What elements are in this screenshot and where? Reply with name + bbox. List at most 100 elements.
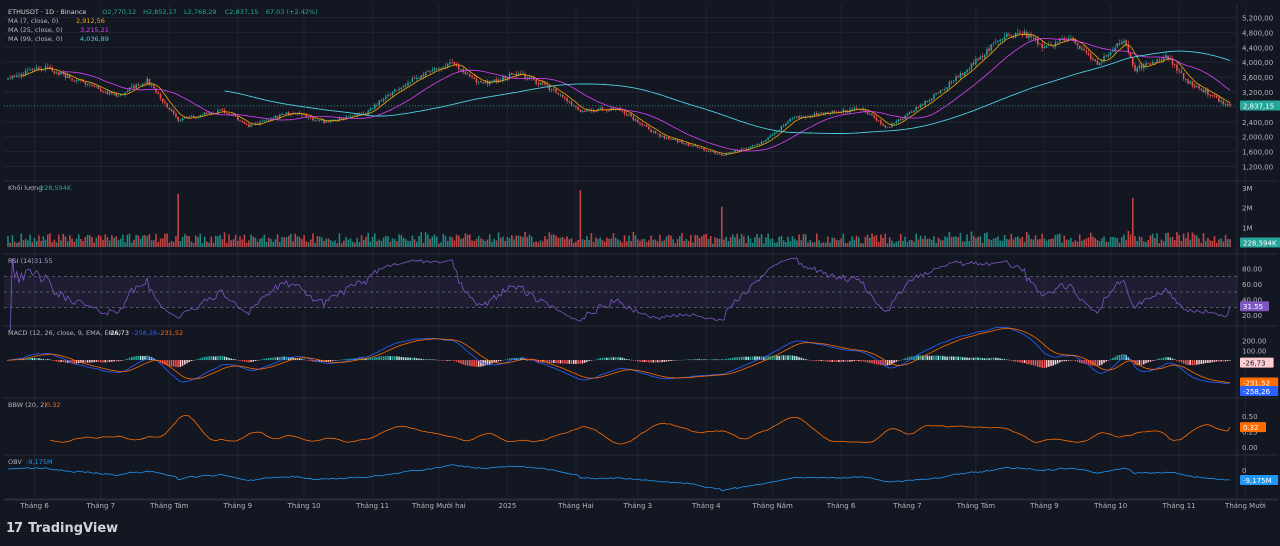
macd-histogram-bar bbox=[716, 359, 719, 361]
candle-body bbox=[944, 89, 946, 90]
volume-bar bbox=[18, 242, 20, 247]
macd-histogram-bar bbox=[263, 358, 266, 361]
volume-bar bbox=[634, 235, 637, 247]
volume-bar bbox=[491, 241, 493, 247]
macd-histogram-bar bbox=[897, 360, 900, 361]
candle-body bbox=[566, 98, 568, 102]
volume-bar bbox=[241, 239, 244, 247]
candle-body bbox=[1061, 37, 1063, 39]
bbw-value-badge-bg bbox=[1240, 422, 1266, 433]
macd-histogram-bar bbox=[1054, 360, 1057, 365]
volume-bar bbox=[599, 237, 601, 247]
volume-bar bbox=[603, 241, 606, 247]
candle-body bbox=[464, 71, 467, 75]
macd-histogram-bar bbox=[179, 360, 182, 367]
macd-histogram-bar bbox=[449, 360, 451, 361]
candle-body bbox=[831, 111, 834, 113]
macd-histogram-bar bbox=[1116, 355, 1119, 361]
candle-body bbox=[811, 115, 814, 117]
volume-bar bbox=[1171, 236, 1174, 247]
candle-body bbox=[548, 86, 551, 91]
candle-body bbox=[1185, 79, 1187, 81]
candle-body bbox=[446, 64, 449, 67]
volume-bar bbox=[46, 234, 49, 247]
candle-body bbox=[1014, 33, 1017, 38]
candle-body bbox=[564, 97, 566, 99]
candle-body bbox=[177, 116, 179, 121]
macd-histogram-bar bbox=[957, 356, 959, 361]
volume-bar bbox=[1085, 238, 1088, 247]
volume-bar bbox=[654, 239, 657, 247]
volume-bar bbox=[760, 234, 763, 247]
volume-bar bbox=[259, 238, 261, 247]
macd-histogram-bar bbox=[345, 359, 347, 361]
macd-histogram-bar bbox=[1028, 360, 1030, 365]
price-tick-label: 2,400,00 bbox=[1242, 119, 1273, 127]
volume-bar bbox=[332, 241, 334, 247]
candle-body bbox=[1109, 52, 1112, 55]
volume-bar bbox=[1191, 232, 1194, 247]
candle-body bbox=[911, 111, 913, 113]
candle-body bbox=[451, 62, 453, 64]
candle-body bbox=[871, 113, 873, 116]
candle-body bbox=[179, 120, 182, 122]
macd-histogram-bar bbox=[150, 357, 153, 361]
tradingview-logo[interactable]: 17 TradingView bbox=[6, 521, 118, 536]
candle-body bbox=[1154, 62, 1156, 63]
macd-histogram-bar bbox=[670, 360, 672, 362]
macd-histogram-bar bbox=[780, 355, 783, 361]
volume-bar bbox=[27, 240, 29, 247]
candle-body bbox=[1209, 94, 1211, 96]
macd-histogram-bar bbox=[824, 360, 827, 362]
volume-bar bbox=[884, 233, 887, 247]
macd-histogram-bar bbox=[1143, 360, 1145, 365]
volume-bar bbox=[1165, 233, 1167, 247]
macd-histogram-bar bbox=[24, 358, 27, 361]
volume-bar bbox=[771, 238, 774, 247]
macd-histogram-bar bbox=[241, 360, 244, 362]
volume-tick-label: 1M bbox=[1242, 224, 1253, 232]
candle-body bbox=[555, 89, 557, 93]
candle-body bbox=[694, 145, 697, 147]
candle-body bbox=[581, 110, 584, 113]
bbw-tick-label: 0.25 bbox=[1242, 428, 1258, 436]
candle-body bbox=[334, 119, 336, 121]
volume-bar bbox=[97, 235, 100, 247]
candle-body bbox=[142, 83, 144, 86]
volume-bar bbox=[676, 239, 679, 247]
macd-histogram-bar bbox=[276, 357, 279, 361]
volume-bar bbox=[329, 239, 332, 247]
volume-bar bbox=[243, 234, 246, 247]
macd-histogram-bar bbox=[557, 360, 560, 364]
candle-body bbox=[652, 131, 655, 132]
candle-body bbox=[749, 146, 752, 149]
macd-histogram-bar bbox=[698, 359, 701, 361]
macd-histogram-bar bbox=[1076, 360, 1079, 362]
candle-body bbox=[102, 91, 104, 93]
volume-bar bbox=[694, 234, 697, 247]
candle-body bbox=[897, 119, 900, 122]
macd-histogram-bar bbox=[486, 360, 489, 366]
volume-bar bbox=[756, 233, 758, 247]
macd-histogram-bar bbox=[1209, 360, 1211, 363]
candle-body bbox=[939, 90, 942, 94]
volume-value-badge: 228,594K bbox=[1243, 240, 1277, 248]
candle-body bbox=[1178, 70, 1180, 71]
macd-histogram-bar bbox=[687, 359, 690, 361]
macd-histogram-bar bbox=[645, 360, 648, 363]
price-tick-label: 3,200,00 bbox=[1242, 89, 1273, 97]
x-tick-label: Tháng 4 bbox=[691, 502, 721, 510]
macd-histogram-bar bbox=[272, 357, 274, 361]
candle-body bbox=[108, 92, 111, 94]
macd-histogram-bar bbox=[701, 359, 703, 361]
macd-histogram-bar bbox=[875, 360, 878, 365]
macd-histogram-bar bbox=[362, 358, 365, 361]
volume-bar bbox=[502, 236, 504, 247]
volume-bar bbox=[1140, 237, 1143, 247]
volume-bar bbox=[981, 242, 984, 247]
macd-histogram-bar bbox=[785, 355, 787, 361]
volume-bar bbox=[659, 234, 661, 247]
macd-histogram-bar bbox=[849, 360, 851, 362]
volume-bar bbox=[714, 237, 716, 247]
